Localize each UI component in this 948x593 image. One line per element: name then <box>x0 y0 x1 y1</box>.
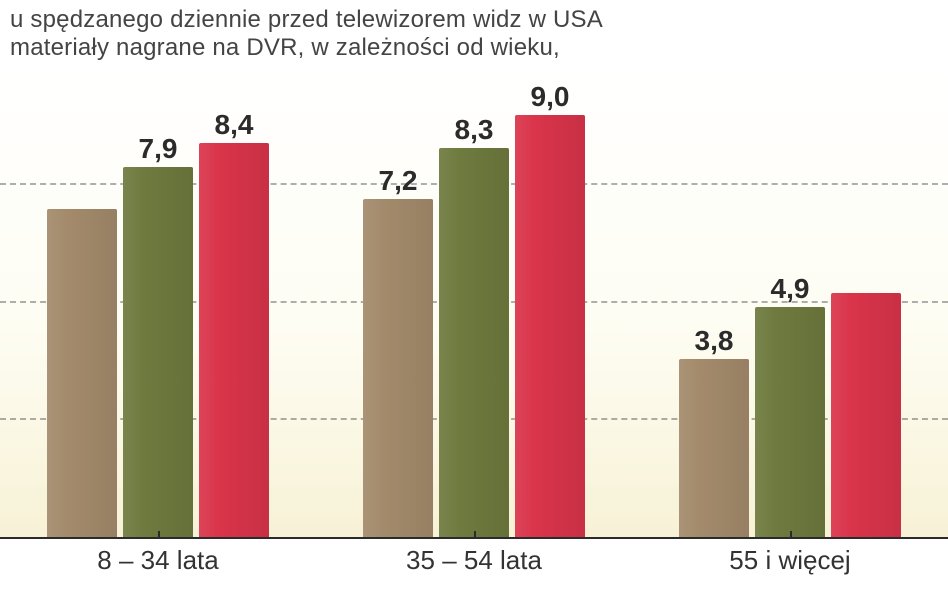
bar-series-3 <box>831 293 901 537</box>
bar-2009 <box>47 209 117 537</box>
title-line-2: materiały nagrane na DVR, w zależności o… <box>10 34 560 61</box>
x-tick: 35 – 54 lata <box>316 539 632 593</box>
x-tick: 55 i więcej <box>632 539 948 593</box>
bar-label: 9,0 <box>531 81 570 113</box>
x-tick: 8 – 34 lata <box>0 539 316 593</box>
bar-series-3: 8,4 <box>199 143 269 537</box>
bar-2009: 7,2 <box>363 199 433 537</box>
group-18-34: 7,9 8,4 <box>0 68 316 537</box>
bar-series-2: 8,3 <box>439 148 509 537</box>
bar-label: 3,8 <box>695 325 734 357</box>
group-35-54: 7,2 8,3 9,0 <box>316 68 632 537</box>
bar-label: 8,3 <box>455 114 494 146</box>
x-tick-label: 35 – 54 lata <box>406 545 542 576</box>
bar-label: 8,4 <box>215 109 254 141</box>
title-line-1: u spędzanego dziennie przed telewizorem … <box>10 6 603 33</box>
bar-label: 7,2 <box>379 165 418 197</box>
group-55plus: 3,8 4,9 <box>632 68 948 537</box>
bar-series-3: 9,0 <box>515 115 585 537</box>
x-tick-label: 8 – 34 lata <box>97 545 218 576</box>
bar-label: 7,9 <box>139 133 178 165</box>
x-axis: 8 – 34 lata 35 – 54 lata 55 i więcej <box>0 537 948 593</box>
bar-series-2: 7,9 <box>123 167 193 538</box>
plot-area: 7,9 8,4 7,2 8,3 9,0 3,8 <box>0 68 948 537</box>
bar-series-2: 4,9 <box>755 307 825 537</box>
bar-2009: 3,8 <box>679 359 749 537</box>
bar-label: 4,9 <box>771 273 810 305</box>
dvr-time-chart: u spędzanego dziennie przed telewizorem … <box>0 0 948 593</box>
x-tick-label: 55 i więcej <box>729 545 850 576</box>
bar-groups: 7,9 8,4 7,2 8,3 9,0 3,8 <box>0 68 948 537</box>
chart-title: u spędzanego dziennie przed telewizorem … <box>10 6 730 62</box>
